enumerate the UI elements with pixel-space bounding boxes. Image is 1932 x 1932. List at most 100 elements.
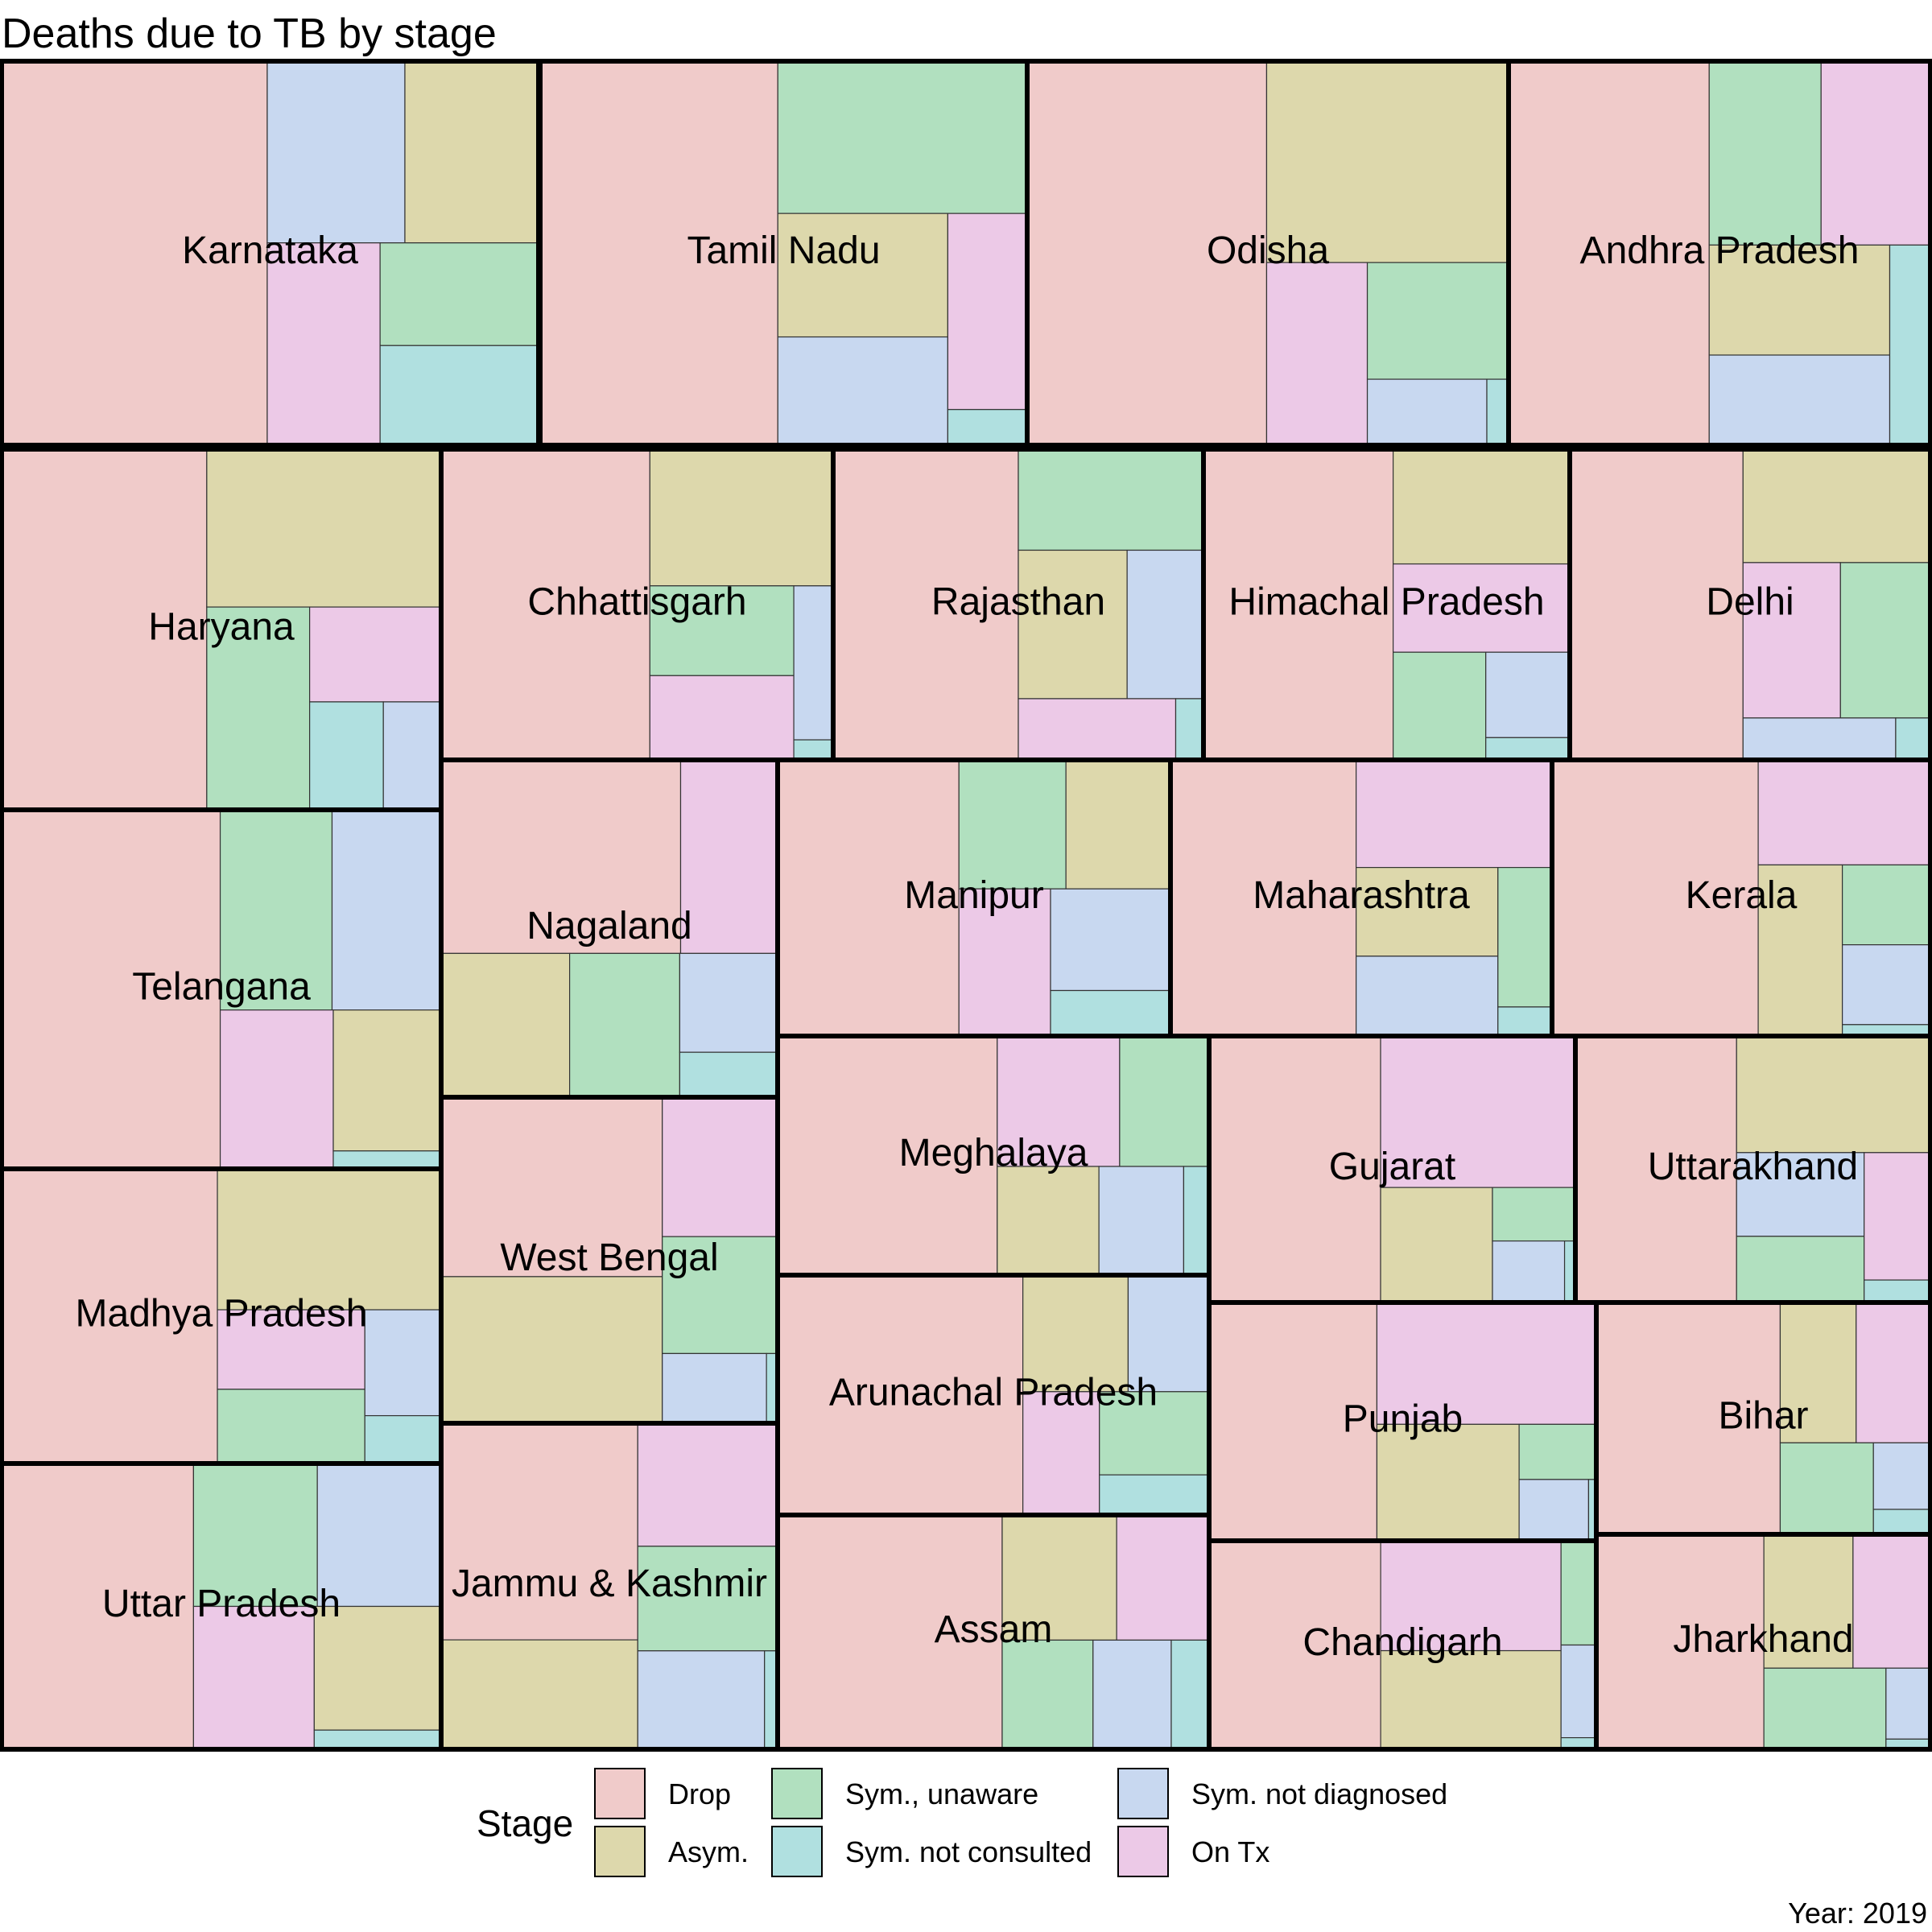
state-label-jammu-and-kashmir: Jammu & Kashmir: [452, 1563, 767, 1605]
tile-rajasthan-sym-not-consulted: [1174, 698, 1204, 761]
tile-delhi-drop: [1569, 448, 1744, 761]
tile-himachal-pradesh-asym: [1393, 448, 1571, 565]
state-label-telangana: Telangana: [132, 966, 311, 1009]
tile-punjab-sym-not-diagnosed: [1518, 1479, 1590, 1542]
state-label-meghalaya: Meghalaya: [899, 1132, 1088, 1174]
tile-gujarat-drop: [1208, 1035, 1381, 1303]
tile-karnataka-sym-unaware: [379, 242, 539, 346]
tile-rajasthan-drop: [832, 448, 1019, 761]
tile-nagaland-sym-not-diagnosed: [679, 952, 778, 1053]
tile-nagaland-drop: [440, 759, 682, 954]
state-label-manipur: Manipur: [904, 874, 1043, 917]
state-label-arunachal-pradesh: Arunachal Pradesh: [829, 1372, 1158, 1414]
tile-delhi-asym: [1742, 448, 1931, 564]
state-label-andhra-pradesh: Andhra Pradesh: [1580, 229, 1860, 272]
tile-jammu-and-kashmir-sym-unaware: [637, 1546, 778, 1652]
tile-bihar-sym-not-diagnosed: [1872, 1442, 1931, 1510]
state-label-rajasthan: Rajasthan: [931, 581, 1105, 624]
tile-uttar-pradesh-sym-unaware: [192, 1463, 318, 1608]
tile-nagaland-sym-not-consulted: [679, 1051, 778, 1098]
tile-chandigarh-asym: [1380, 1649, 1562, 1750]
tile-meghalaya-sym-unaware: [1119, 1035, 1210, 1167]
tile-west-bengal-sym-unaware: [662, 1236, 778, 1355]
state-label-assam: Assam: [935, 1608, 1053, 1651]
tile-odisha-sym-not-consulted: [1486, 378, 1509, 446]
legend-label-sym-not-consulted: Sym. not consulted: [845, 1835, 1092, 1868]
state-label-chandigarh: Chandigarh: [1302, 1621, 1502, 1664]
legend-label-sym-not-diagnosed: Sym. not diagnosed: [1191, 1777, 1448, 1810]
tile-chandigarh-sym-not-diagnosed: [1560, 1644, 1597, 1739]
tile-rajasthan-asym: [1018, 549, 1128, 700]
tile-punjab-drop: [1208, 1302, 1378, 1542]
tile-west-bengal-on-tx: [662, 1096, 778, 1237]
tile-rajasthan-sym-unaware: [1018, 448, 1204, 551]
chart-title: Deaths due to TB by stage: [2, 10, 497, 57]
tile-uttar-pradesh-drop: [1, 1463, 194, 1750]
tile-chhattisgarh-sym-not-diagnosed: [793, 585, 834, 741]
tile-haryana-sym-not-consulted: [309, 701, 384, 811]
tile-karnataka-drop: [1, 60, 268, 446]
tile-haryana-sym-not-diagnosed: [382, 701, 442, 811]
tile-tamil-nadu-sym-unaware: [777, 60, 1028, 214]
legend-key-sym-not-consulted: [771, 1826, 823, 1877]
tile-odisha-drop: [1026, 60, 1268, 446]
tile-andhra-pradesh-sym-not-consulted: [1889, 244, 1931, 446]
tile-nagaland-asym: [440, 952, 571, 1098]
legend-title: Stage: [477, 1802, 574, 1844]
tile-telangana-sym-unaware: [219, 809, 333, 1011]
tile-arunachal-pradesh-sym-not-diagnosed: [1127, 1274, 1210, 1393]
tile-maharashtra-sym-unaware: [1497, 867, 1553, 1008]
tile-himachal-pradesh-drop: [1203, 448, 1394, 761]
state-label-jharkhand: Jharkhand: [1673, 1618, 1853, 1661]
tile-bihar-sym-not-consulted: [1872, 1509, 1931, 1535]
tile-telangana-sym-not-consulted: [332, 1150, 442, 1170]
legend-key-sym-not-diagnosed: [1117, 1768, 1169, 1819]
tile-arunachal-pradesh-sym-not-consulted: [1099, 1474, 1210, 1516]
tile-andhra-pradesh-sym-not-diagnosed: [1708, 354, 1891, 446]
state-label-delhi: Delhi: [1706, 581, 1794, 624]
tile-haryana-asym: [206, 448, 442, 608]
tile-nagaland-on-tx: [679, 759, 778, 954]
tile-chhattisgarh-on-tx: [649, 675, 795, 761]
tile-chandigarh-drop: [1208, 1540, 1381, 1750]
legend: Stage Drop Asym. Sym., unaware Sym. not …: [477, 1768, 1483, 1877]
tile-assam-asym: [1001, 1514, 1117, 1641]
tile-madhya-pradesh-sym-unaware: [217, 1389, 365, 1464]
tile-tamil-nadu-sym-not-diagnosed: [777, 336, 948, 446]
tile-jammu-and-kashmir-drop: [440, 1422, 638, 1641]
tile-andhra-pradesh-sym-unaware: [1708, 60, 1822, 246]
tile-himachal-pradesh-sym-not-consulted: [1485, 737, 1571, 761]
tile-chhattisgarh-asym: [649, 448, 834, 587]
tile-gujarat-on-tx: [1380, 1035, 1576, 1188]
tile-madhya-pradesh-asym: [217, 1168, 442, 1311]
tile-tamil-nadu-drop: [539, 60, 778, 446]
tile-jammu-and-kashmir-asym: [440, 1639, 638, 1750]
tile-west-bengal-asym: [440, 1276, 663, 1424]
tile-assam-drop: [777, 1514, 1003, 1750]
legend-key-sym-unaware: [771, 1768, 823, 1819]
state-label-nagaland: Nagaland: [526, 905, 692, 947]
tile-madhya-pradesh-drop: [1, 1168, 218, 1464]
tile-haryana-drop: [1, 448, 208, 811]
tile-manipur-sym-not-diagnosed: [1050, 888, 1171, 992]
tile-manipur-drop: [777, 759, 960, 1037]
tile-assam-on-tx: [1116, 1514, 1210, 1641]
tile-tamil-nadu-asym: [777, 213, 948, 338]
treemap-frame: [0, 59, 1932, 1752]
tile-maharashtra-on-tx: [1356, 759, 1553, 869]
tile-madhya-pradesh-sym-not-diagnosed: [364, 1309, 442, 1417]
tile-jharkhand-sym-not-diagnosed: [1885, 1667, 1931, 1740]
legend-label-drop: Drop: [668, 1777, 732, 1810]
tile-meghalaya-sym-not-diagnosed: [1098, 1166, 1185, 1276]
tile-kerala-sym-not-diagnosed: [1842, 944, 1931, 1026]
tile-karnataka-sym-not-diagnosed: [266, 60, 406, 244]
tile-delhi-sym-not-diagnosed: [1742, 717, 1897, 761]
tile-punjab-sym-unaware: [1518, 1423, 1597, 1480]
tile-karnataka-on-tx: [266, 242, 381, 446]
tile-kerala-on-tx: [1757, 759, 1931, 866]
tile-rajasthan-on-tx: [1018, 698, 1177, 761]
state-label-himachal-pradesh: Himachal Pradesh: [1228, 581, 1544, 624]
tile-uttar-pradesh-on-tx: [192, 1605, 315, 1750]
tile-arunachal-pradesh-sym-unaware: [1099, 1391, 1210, 1476]
tile-jammu-and-kashmir-sym-not-diagnosed: [637, 1650, 766, 1750]
